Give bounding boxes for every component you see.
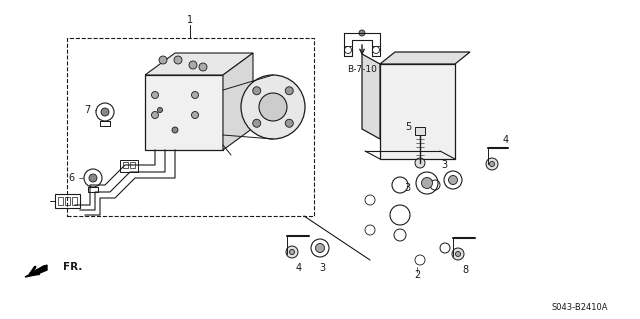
Text: 3: 3: [441, 160, 447, 170]
Circle shape: [456, 251, 461, 256]
Circle shape: [344, 47, 351, 54]
Circle shape: [174, 56, 182, 64]
Circle shape: [440, 243, 450, 253]
Polygon shape: [380, 52, 470, 64]
Circle shape: [191, 112, 198, 118]
Circle shape: [159, 56, 167, 64]
Bar: [130, 162, 135, 168]
Text: B-7-10: B-7-10: [347, 65, 377, 75]
Circle shape: [101, 108, 109, 116]
Polygon shape: [223, 53, 253, 150]
Polygon shape: [145, 53, 253, 75]
Circle shape: [365, 195, 375, 205]
Circle shape: [365, 225, 375, 235]
Text: 6: 6: [68, 173, 74, 183]
Circle shape: [152, 92, 159, 99]
Circle shape: [89, 174, 97, 182]
Circle shape: [172, 127, 178, 133]
Circle shape: [392, 177, 408, 193]
Text: 3: 3: [404, 183, 410, 193]
Circle shape: [259, 93, 287, 121]
Bar: [58, 197, 63, 205]
Bar: [72, 197, 77, 205]
Text: 2: 2: [414, 270, 420, 280]
Bar: [65, 197, 70, 205]
Bar: [123, 162, 128, 168]
Circle shape: [157, 108, 163, 113]
Circle shape: [152, 112, 159, 118]
Circle shape: [415, 158, 425, 168]
Text: 3: 3: [319, 263, 325, 273]
Circle shape: [359, 30, 365, 36]
Bar: [67, 38, 314, 216]
Circle shape: [486, 158, 498, 170]
Bar: [120, 160, 138, 172]
Circle shape: [189, 61, 197, 69]
Bar: [145, 75, 223, 150]
Circle shape: [422, 177, 433, 189]
Circle shape: [253, 119, 260, 127]
Circle shape: [390, 205, 410, 225]
Text: 8: 8: [462, 265, 468, 275]
Circle shape: [285, 87, 293, 95]
Circle shape: [241, 75, 305, 139]
Bar: [415, 127, 425, 135]
Circle shape: [253, 87, 260, 95]
Circle shape: [452, 248, 464, 260]
Text: 7: 7: [84, 105, 90, 115]
Circle shape: [372, 47, 380, 54]
Polygon shape: [362, 54, 380, 139]
Text: 4: 4: [503, 135, 509, 145]
Text: 1: 1: [187, 15, 193, 25]
Polygon shape: [25, 265, 47, 277]
Circle shape: [394, 229, 406, 241]
Circle shape: [430, 180, 440, 190]
Circle shape: [199, 63, 207, 71]
Circle shape: [191, 92, 198, 99]
Circle shape: [316, 243, 324, 253]
Circle shape: [286, 246, 298, 258]
Text: 4: 4: [296, 263, 302, 273]
Circle shape: [415, 255, 425, 265]
Circle shape: [289, 249, 294, 255]
Circle shape: [490, 161, 495, 167]
Circle shape: [285, 119, 293, 127]
Text: 5: 5: [405, 122, 411, 132]
Text: FR.: FR.: [63, 262, 83, 272]
Polygon shape: [380, 64, 455, 159]
Text: S043-B2410A: S043-B2410A: [552, 302, 608, 311]
Circle shape: [449, 175, 458, 184]
Bar: [55, 194, 80, 208]
